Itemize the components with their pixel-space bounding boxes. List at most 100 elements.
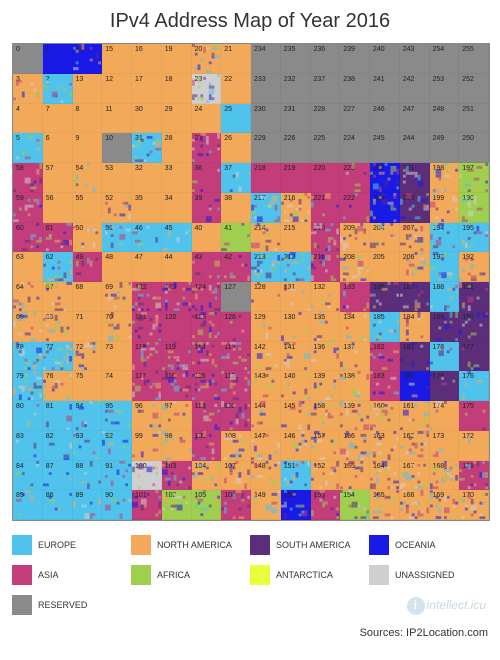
ipv4-block-90: 90: [102, 490, 132, 520]
ipv4-block-74: 74: [102, 371, 132, 401]
ipv4-block-145: 145: [281, 401, 311, 431]
ipv4-block-137: 137: [340, 342, 370, 372]
legend-label: NORTH AMERICA: [157, 540, 232, 550]
ipv4-block-210: 210: [311, 223, 341, 253]
ipv4-block-108: 108: [221, 431, 251, 461]
ipv4-block-6: 6: [43, 133, 73, 163]
ipv4-block-221: 221: [311, 193, 341, 223]
ipv4-block-154: 154: [340, 490, 370, 520]
ipv4-block-232: 232: [281, 74, 311, 104]
ipv4-block-216: 216: [281, 193, 311, 223]
ipv4-block-146: 146: [281, 431, 311, 461]
ipv4-block-125: 125: [192, 312, 222, 342]
ipv4-block-81: 81: [43, 401, 73, 431]
ipv4-block-186: 186: [370, 282, 400, 312]
ipv4-block-64: 64: [13, 282, 43, 312]
ipv4-block-140: 140: [281, 371, 311, 401]
source-attribution: Sources: IP2Location.com: [12, 627, 488, 639]
ipv4-block-250: 250: [459, 133, 489, 163]
ipv4-block-36: 36: [192, 163, 222, 193]
legend-item-asia: ASIA: [12, 565, 131, 585]
ipv4-block-156: 156: [340, 431, 370, 461]
ipv4-block-124: 124: [192, 282, 222, 312]
ipv4-block-165: 165: [370, 490, 400, 520]
ipv4-block-111: 111: [221, 401, 251, 431]
ipv4-block-136: 136: [311, 342, 341, 372]
ipv4-block-126: 126: [221, 312, 251, 342]
ipv4-block-129: 129: [251, 312, 281, 342]
ipv4-block-248: 248: [430, 104, 460, 134]
ipv4-block-118: 118: [132, 342, 162, 372]
ipv4-block-123: 123: [162, 282, 192, 312]
ipv4-block-169: 169: [430, 490, 460, 520]
ipv4-block-172: 172: [459, 431, 489, 461]
ipv4-block-95: 95: [102, 401, 132, 431]
ipv4-block-222: 222: [340, 193, 370, 223]
ipv4-block-236: 236: [311, 44, 341, 74]
ipv4-block-44: 44: [162, 252, 192, 282]
ipv4-block-170: 170: [459, 490, 489, 520]
ipv4-block-203: 203: [370, 193, 400, 223]
ipv4-block-142: 142: [251, 342, 281, 372]
ipv4-block-8: 8: [73, 104, 103, 134]
ipv4-block-60: 60: [13, 223, 43, 253]
ipv4-block-39: 39: [192, 193, 222, 223]
ipv4-block-89: 89: [73, 490, 103, 520]
ipv4-block-207: 207: [400, 223, 430, 253]
ipv4-block-209: 209: [340, 223, 370, 253]
ipv4-block-213: 213: [251, 252, 281, 282]
ipv4-block-139: 139: [311, 371, 341, 401]
ipv4-block-184: 184: [400, 312, 430, 342]
ipv4-block-76: 76: [43, 371, 73, 401]
ipv4-block-229: 229: [251, 133, 281, 163]
ipv4-block-114: 114: [192, 342, 222, 372]
ipv4-block-10: 10: [102, 133, 132, 163]
ipv4-block-77: 77: [43, 342, 73, 372]
ipv4-block-3: 3: [13, 74, 43, 104]
ipv4-block-98: 98: [162, 431, 192, 461]
ipv4-block-245: 245: [370, 133, 400, 163]
ipv4-block-135: 135: [311, 312, 341, 342]
ipv4-block-75: 75: [73, 371, 103, 401]
ipv4-block-163: 163: [370, 431, 400, 461]
legend-item-north-america: NORTH AMERICA: [131, 535, 250, 555]
ipv4-block-65: 65: [13, 312, 43, 342]
ipv4-block-23: 23: [192, 74, 222, 104]
ipv4-block-38: 38: [221, 193, 251, 223]
ipv4-block-217: 217: [251, 193, 281, 223]
ipv4-block-182: 182: [370, 342, 400, 372]
ipv4-block-160: 160: [370, 401, 400, 431]
ipv4-block-196: 196: [459, 193, 489, 223]
ipv4-block-9: 9: [73, 133, 103, 163]
ipv4-block-141: 141: [281, 342, 311, 372]
ipv4-block-43: 43: [192, 252, 222, 282]
ipv4-block-144: 144: [251, 401, 281, 431]
legend-label: UNASSIGNED: [395, 570, 455, 580]
ipv4-block-51: 51: [102, 223, 132, 253]
ipv4-block-149: 149: [251, 490, 281, 520]
ipv4-block-177: 177: [459, 342, 489, 372]
ipv4-block-128: 128: [251, 282, 281, 312]
ipv4-block-12: 12: [102, 74, 132, 104]
ipv4-block-32: 32: [132, 163, 162, 193]
ipv4-block-253: 253: [430, 74, 460, 104]
legend-swatch: [369, 535, 389, 555]
ipv4-block-27: 27: [192, 133, 222, 163]
ipv4-block-87: 87: [43, 461, 73, 491]
ipv4-block-242: 242: [400, 74, 430, 104]
ipv4-block-88: 88: [73, 461, 103, 491]
ipv4-block-240: 240: [370, 44, 400, 74]
legend-label: EUROPE: [38, 540, 76, 550]
ipv4-block-104: 104: [192, 461, 222, 491]
ipv4-block-198: 198: [430, 163, 460, 193]
ipv4-block-48: 48: [102, 252, 132, 282]
ipv4-block-99: 99: [132, 431, 162, 461]
ipv4-block-62: 62: [43, 252, 73, 282]
legend-swatch: [369, 565, 389, 585]
ipv4-block-173: 173: [430, 431, 460, 461]
ipv4-block-55: 55: [73, 193, 103, 223]
ipv4-block-214: 214: [251, 223, 281, 253]
legend-swatch: [12, 535, 32, 555]
legend-swatch: [12, 595, 32, 615]
ipv4-block-166: 166: [400, 490, 430, 520]
